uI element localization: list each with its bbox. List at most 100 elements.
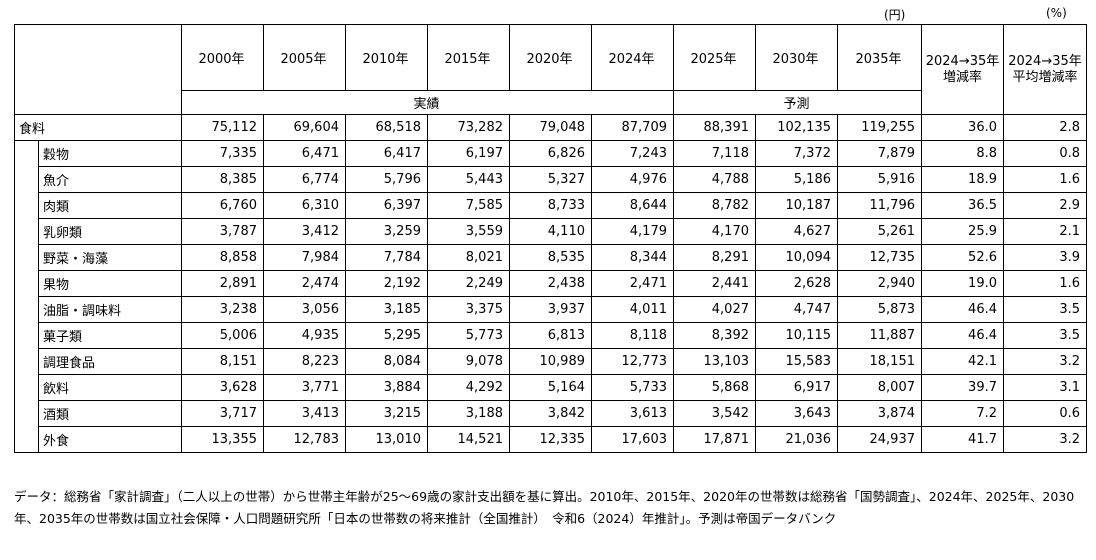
- table-cell: 8,084: [345, 348, 428, 375]
- table-cell: 7.2: [921, 400, 1004, 427]
- table-cell: 4,747: [755, 296, 838, 323]
- table-cell: 3,375: [427, 296, 510, 323]
- table-cell: 3,643: [755, 400, 838, 427]
- table-cell: 3,771: [263, 374, 346, 401]
- table-cell: 5,868: [673, 374, 756, 401]
- row-label: 肉類: [38, 192, 182, 219]
- row-indent: [14, 322, 39, 349]
- table-row: 乳卵類 3,787 3,412 3,259 3,559 4,110 4,179 4,170 4,…: [14, 218, 1087, 245]
- table-cell: 3,937: [509, 296, 592, 323]
- row-indent: [14, 348, 39, 375]
- table-cell: 2,891: [181, 270, 264, 297]
- table-cell: 13,103: [673, 348, 756, 375]
- row-label: 野菜・海藻: [38, 244, 182, 271]
- table-cell: 0.8: [1003, 140, 1087, 167]
- table-cell: 119,255: [837, 114, 922, 141]
- table-cell: 6,826: [509, 140, 592, 167]
- table-cell: 17,871: [673, 426, 756, 453]
- table-cell: 2,192: [345, 270, 428, 297]
- table-row: 果物 2,891 2,474 2,192 2,249 2,438 2,471 2,441 2,6…: [14, 270, 1087, 297]
- table-cell: 1.6: [1003, 270, 1087, 297]
- table-cell: 4,976: [591, 166, 674, 193]
- row-label: 穀物: [38, 140, 182, 167]
- table-cell: 8,223: [263, 348, 346, 375]
- unit-percent-label: (%): [1046, 6, 1067, 20]
- table-cell: 5,443: [427, 166, 510, 193]
- table-cell: 6,471: [263, 140, 346, 167]
- table-cell: 6,397: [345, 192, 428, 219]
- table-row-total: 食料 75,112 69,604 68,518 73,282 79,048 87,709 88…: [14, 114, 1087, 141]
- table-cell: 8,782: [673, 192, 756, 219]
- table-cell: 87,709: [591, 114, 674, 141]
- table-cell: 5,164: [509, 374, 592, 401]
- row-label: 果物: [38, 270, 182, 297]
- table-cell: 5,796: [345, 166, 428, 193]
- table-cell: 17,603: [591, 426, 674, 453]
- header-subrow: 実績 予測: [15, 90, 1087, 115]
- table-cell: 73,282: [427, 114, 510, 141]
- table-cell: 39.7: [921, 374, 1004, 401]
- table-cell: 3,413: [263, 400, 346, 427]
- table-cell: 3,559: [427, 218, 510, 245]
- table-cell: 12,335: [509, 426, 592, 453]
- table-cell: 4,935: [263, 322, 346, 349]
- table-cell: 2,471: [591, 270, 674, 297]
- table-cell: 6,774: [263, 166, 346, 193]
- table-cell: 4,170: [673, 218, 756, 245]
- table-cell: 10,094: [755, 244, 838, 271]
- table-cell: 41.7: [921, 426, 1004, 453]
- header-year-2030: 2030年: [755, 24, 838, 91]
- header-row: 2000年 2005年 2010年 2015年 2020年 2024年 2025…: [14, 24, 1087, 115]
- table-cell: 7,243: [591, 140, 674, 167]
- table-cell: 2.8: [1003, 114, 1087, 141]
- row-label: 菓子類: [38, 322, 182, 349]
- table-cell: 8,858: [181, 244, 264, 271]
- table-cell: 6,813: [509, 322, 592, 349]
- table-cell: 8,733: [509, 192, 592, 219]
- table-cell: 3,613: [591, 400, 674, 427]
- table-cell: 3,542: [673, 400, 756, 427]
- table-cell: 4,027: [673, 296, 756, 323]
- row-label: 乳卵類: [38, 218, 182, 245]
- row-label: 外食: [38, 426, 182, 453]
- table-cell: 2,628: [755, 270, 838, 297]
- table-cell: 68,518: [345, 114, 428, 141]
- table-cell: 4,110: [509, 218, 592, 245]
- table-cell: 3,874: [837, 400, 922, 427]
- table-cell: 2,940: [837, 270, 922, 297]
- table-row: 酒類 3,717 3,413 3,215 3,188 3,842 3,613 3,542 3,6…: [14, 400, 1087, 427]
- table-cell: 5,186: [755, 166, 838, 193]
- table-cell: 10,989: [509, 348, 592, 375]
- table-cell: 88,391: [673, 114, 756, 141]
- table-cell: 2.1: [1003, 218, 1087, 245]
- table-cell: 46.4: [921, 322, 1004, 349]
- table-cell: 75,112: [181, 114, 264, 141]
- header-change-rate: 2024→35年増減率: [921, 24, 1004, 115]
- table-cell: 1.6: [1003, 166, 1087, 193]
- table-cell: 3,717: [181, 400, 264, 427]
- table-cell: 3,056: [263, 296, 346, 323]
- table-cell: 2,249: [427, 270, 510, 297]
- table-cell: 12,735: [837, 244, 922, 271]
- table-row: 調理食品 8,151 8,223 8,084 9,078 10,989 12,773 13,1…: [14, 348, 1087, 375]
- table-cell: 19.0: [921, 270, 1004, 297]
- header-year-2024: 2024年: [591, 24, 674, 91]
- row-label: 酒類: [38, 400, 182, 427]
- table-cell: 3.2: [1003, 426, 1087, 453]
- table-cell: 3,842: [509, 400, 592, 427]
- row-label: 魚介: [38, 166, 182, 193]
- table-cell: 79,048: [509, 114, 592, 141]
- table-row: 菓子類 5,006 4,935 5,295 5,773 6,813 8,118 8,392 10…: [14, 322, 1087, 349]
- table-cell: 18.9: [921, 166, 1004, 193]
- table-cell: 11,796: [837, 192, 922, 219]
- table-cell: 3.9: [1003, 244, 1087, 271]
- table-cell: 7,984: [263, 244, 346, 271]
- table-cell: 69,604: [263, 114, 346, 141]
- table-cell: 8,118: [591, 322, 674, 349]
- table-cell: 13,355: [181, 426, 264, 453]
- table-cell: 4,292: [427, 374, 510, 401]
- table-cell: 7,335: [181, 140, 264, 167]
- table-cell: 46.4: [921, 296, 1004, 323]
- table-cell: 8,007: [837, 374, 922, 401]
- table-cell: 13,010: [345, 426, 428, 453]
